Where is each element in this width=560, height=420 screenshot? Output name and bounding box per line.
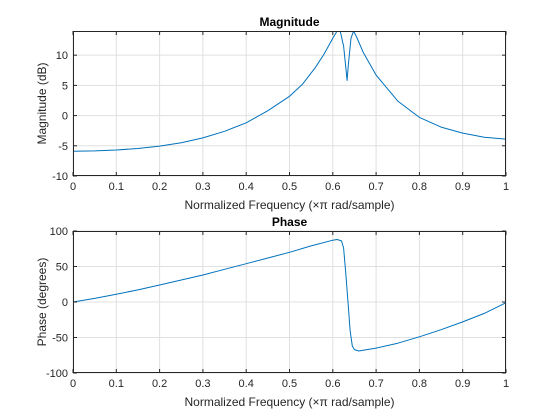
- magnitude-y-tick-label: 5: [62, 80, 68, 92]
- magnitude-x-tick-label: 0.8: [412, 181, 427, 193]
- magnitude-x-tick-label: 0.3: [195, 181, 210, 193]
- magnitude-x-tick-label: 0.9: [455, 181, 470, 193]
- magnitude-x-tick-label: 0.1: [109, 181, 124, 193]
- magnitude-x-axis-label: Normalized Frequency (×π rad/sample): [184, 198, 394, 212]
- magnitude-y-tick-label: 10: [56, 50, 68, 62]
- phase-y-tick-label: 0: [62, 297, 68, 309]
- magnitude-ticks: 0 0.1 0.2 0.3 0.4 0.5 0.6 0.7 0.8 0.9 1 -10 -5 0 5 10: [52, 31, 509, 193]
- phase-series-line: [73, 239, 506, 352]
- phase-y-tick-label: 100: [50, 226, 68, 238]
- magnitude-x-tick-label: 1: [503, 181, 509, 193]
- magnitude-title: Magnitude: [260, 15, 320, 29]
- magnitude-y-tick-label: -10: [52, 171, 68, 183]
- phase-y-tick-label: -100: [46, 368, 68, 380]
- phase-plot: 0 0.1 0.2 0.3 0.4 0.5 0.6 0.7 0.8 0.9 1 -100 -50 0 50 1…: [35, 215, 509, 409]
- magnitude-x-tick-label: 0.7: [368, 181, 383, 193]
- magnitude-x-tick-label: 0.4: [239, 181, 254, 193]
- phase-line-layer: [73, 239, 506, 352]
- phase-x-tick-label: 0.6: [325, 378, 340, 390]
- magnitude-y-tick-label: 0: [62, 111, 68, 123]
- phase-x-tick-label: 0.5: [282, 378, 297, 390]
- phase-x-tick-label: 1: [503, 378, 509, 390]
- magnitude-series-line: [73, 31, 506, 152]
- magnitude-line-layer: [73, 31, 506, 152]
- phase-x-tick-label: 0.3: [195, 378, 210, 390]
- magnitude-x-tick-label: 0.5: [282, 181, 297, 193]
- phase-y-tick-label: -50: [52, 333, 68, 345]
- magnitude-x-tick-label: 0.6: [325, 181, 340, 193]
- phase-title: Phase: [272, 215, 308, 229]
- magnitude-x-tick-label: 0.2: [152, 181, 167, 193]
- phase-y-tick-label: 50: [56, 262, 68, 274]
- magnitude-y-tick-label: -5: [58, 141, 68, 153]
- phase-x-tick-label: 0.9: [455, 378, 470, 390]
- phase-x-tick-label: 0.8: [412, 378, 427, 390]
- phase-x-tick-label: 0.4: [239, 378, 254, 390]
- phase-x-axis-label: Normalized Frequency (×π rad/sample): [184, 395, 394, 409]
- phase-x-tick-label: 0: [70, 378, 76, 390]
- phase-x-tick-label: 0.7: [368, 378, 383, 390]
- phase-x-tick-label: 0.2: [152, 378, 167, 390]
- phase-y-axis-label: Phase (degrees): [35, 258, 49, 347]
- magnitude-plot: 0 0.1 0.2 0.3 0.4 0.5 0.6 0.7 0.8 0.9 1 -10 -5 0 5 10 M…: [35, 15, 509, 212]
- phase-x-tick-label: 0.1: [109, 378, 124, 390]
- magnitude-x-tick-label: 0: [70, 181, 76, 193]
- magnitude-y-axis-label: Magnitude (dB): [35, 62, 49, 144]
- phase-ticks: 0 0.1 0.2 0.3 0.4 0.5 0.6 0.7 0.8 0.9 1 -100 -50 0 50 1…: [46, 226, 509, 390]
